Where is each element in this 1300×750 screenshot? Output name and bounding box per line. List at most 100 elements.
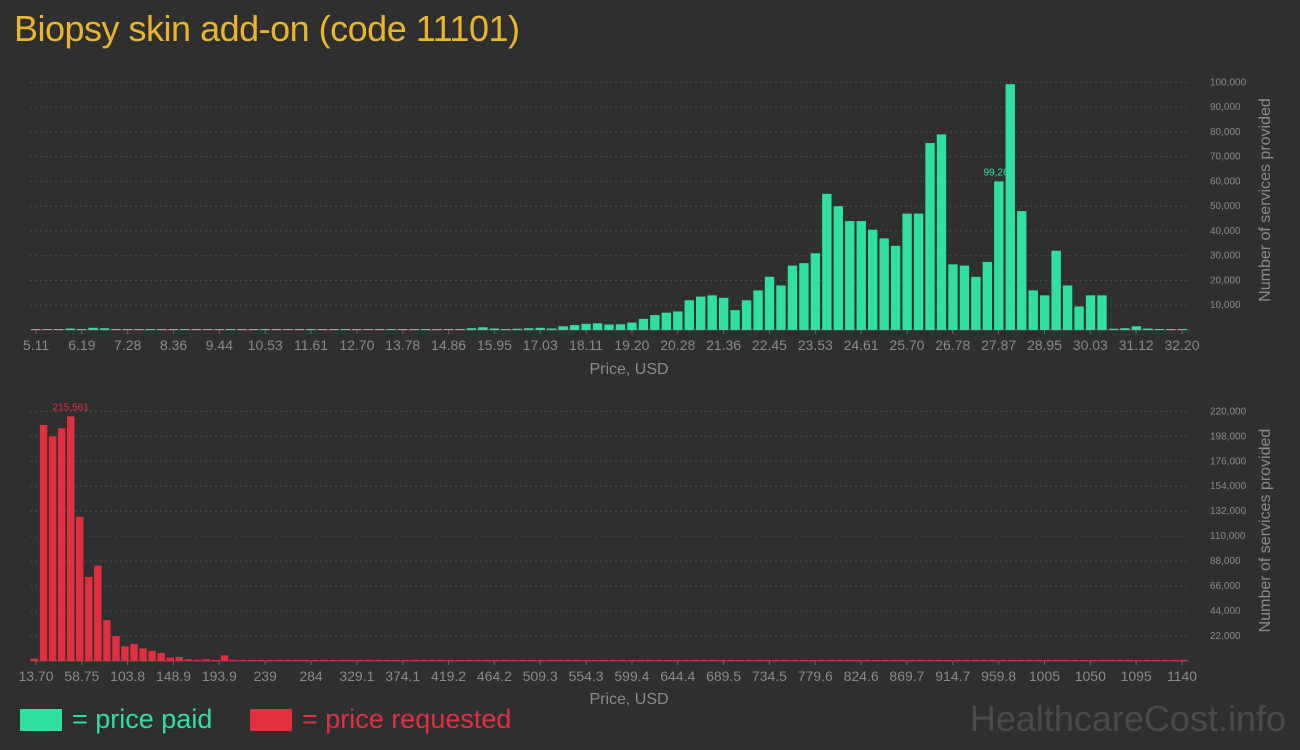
bar — [456, 660, 464, 661]
x-tick-label: 8.36 — [160, 337, 187, 353]
y-tick-label: 110,000 — [1210, 531, 1246, 542]
bar — [1051, 250, 1061, 330]
bar — [386, 329, 396, 330]
bar — [1080, 660, 1088, 661]
bar — [664, 660, 672, 661]
bar — [211, 660, 220, 661]
bar — [180, 329, 190, 330]
x-axis-label: Price, USD — [589, 361, 668, 378]
bar — [466, 328, 477, 330]
bar — [709, 660, 717, 661]
bar — [474, 660, 482, 661]
x-tick-label: 18.11 — [569, 337, 603, 353]
x-tick-label: 779.6 — [798, 668, 833, 684]
bar — [925, 143, 935, 330]
bar — [1177, 329, 1187, 330]
bar — [902, 213, 912, 330]
y-tick-label: 88,000 — [1210, 556, 1241, 567]
x-tick-label: 11.61 — [294, 337, 328, 353]
bar — [347, 660, 355, 661]
bar — [917, 660, 925, 661]
bar — [65, 328, 75, 330]
y-tick-label: 154,000 — [1210, 481, 1247, 492]
bar — [982, 261, 993, 330]
bar — [962, 660, 971, 661]
bar — [833, 206, 844, 330]
bar — [225, 329, 236, 330]
bar — [202, 659, 211, 661]
bar — [1152, 660, 1161, 661]
bar — [1154, 329, 1165, 330]
bar — [275, 660, 283, 661]
bar — [1108, 328, 1119, 330]
bar — [745, 660, 753, 661]
bar — [306, 329, 316, 330]
bar — [483, 660, 491, 661]
bar — [890, 660, 898, 661]
x-tick-label: 7.28 — [114, 337, 141, 353]
bar — [636, 660, 645, 661]
y-tick-label: 44,000 — [1210, 606, 1241, 617]
bar — [184, 659, 193, 661]
x-tick-label: 1140 — [1167, 668, 1197, 684]
bar — [112, 636, 120, 661]
x-tick-label: 1005 — [1029, 668, 1060, 684]
bar — [953, 660, 962, 661]
y-tick-label: 100,000 — [1210, 77, 1247, 88]
bar — [1097, 295, 1107, 330]
bar — [365, 659, 373, 661]
bar — [591, 660, 600, 661]
x-tick-label: 24.61 — [844, 337, 879, 353]
bar — [787, 265, 798, 330]
x-tick-label: 734.5 — [752, 668, 787, 684]
bar — [193, 659, 202, 661]
x-tick-label: 464.2 — [477, 668, 512, 684]
bar — [489, 328, 500, 330]
bar — [564, 660, 572, 661]
bar — [329, 660, 337, 661]
bar — [944, 660, 952, 661]
bar — [1044, 660, 1052, 661]
bar — [627, 660, 636, 661]
bar — [76, 329, 87, 330]
bar — [478, 327, 488, 330]
bar — [764, 276, 775, 330]
bar — [1125, 660, 1133, 661]
bar — [1005, 84, 1015, 330]
bar — [1116, 660, 1124, 661]
bar — [139, 648, 147, 661]
bar — [392, 660, 401, 661]
x-tick-label: 14.86 — [431, 337, 466, 353]
bar — [673, 660, 681, 661]
bar — [1016, 660, 1025, 661]
bar — [401, 660, 410, 661]
x-tick-label: 1095 — [1121, 668, 1152, 684]
legend-requested-label: = price requested — [302, 704, 512, 734]
bar — [1028, 290, 1038, 330]
bar — [67, 416, 75, 661]
bar — [569, 325, 580, 330]
bar — [989, 660, 998, 661]
bar — [537, 660, 545, 661]
bar — [410, 659, 419, 661]
bar — [363, 329, 373, 330]
bar — [879, 238, 889, 330]
bar — [684, 300, 694, 330]
y-tick-label: 220,000 — [1210, 406, 1247, 417]
bar — [872, 660, 880, 661]
bar — [42, 329, 52, 330]
bar — [604, 324, 614, 330]
bar — [691, 660, 699, 661]
bar — [175, 657, 183, 661]
bar — [53, 329, 64, 330]
bar — [776, 285, 786, 330]
bar — [293, 660, 301, 661]
bar — [420, 329, 431, 330]
x-tick-label: 13.78 — [385, 337, 420, 353]
x-tick-label: 239 — [254, 668, 278, 684]
bar — [899, 660, 907, 661]
y-tick-label: 66,000 — [1210, 581, 1241, 592]
x-tick-label: 689.5 — [706, 668, 741, 684]
bar — [573, 660, 582, 661]
x-tick-label: 23.53 — [798, 337, 833, 353]
